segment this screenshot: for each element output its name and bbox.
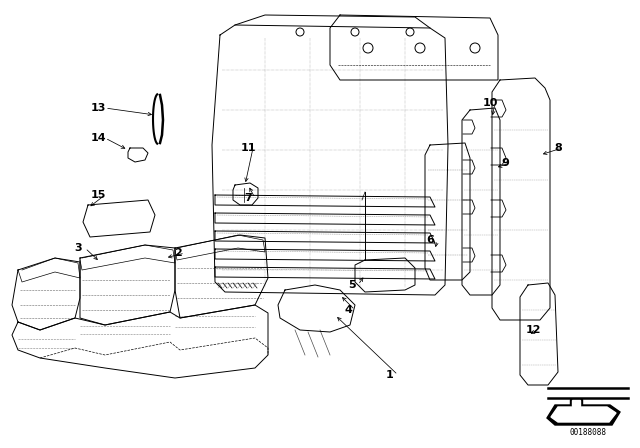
Text: 00188088: 00188088 [570,427,607,436]
Text: 15: 15 [90,190,106,200]
Text: 1: 1 [386,370,394,380]
Text: 11: 11 [240,143,256,153]
Text: 6: 6 [426,235,434,245]
Text: 14: 14 [90,133,106,143]
Polygon shape [547,405,620,425]
Polygon shape [572,400,580,406]
Text: 7: 7 [244,193,252,203]
Text: 5: 5 [348,280,356,290]
Text: 13: 13 [90,103,106,113]
Text: 8: 8 [554,143,562,153]
Text: 3: 3 [74,243,82,253]
Text: 10: 10 [483,98,498,108]
Polygon shape [551,407,616,422]
Text: 2: 2 [174,248,182,258]
Text: 12: 12 [525,325,541,335]
Text: 9: 9 [501,158,509,168]
Polygon shape [570,399,582,407]
Text: 4: 4 [344,305,352,315]
